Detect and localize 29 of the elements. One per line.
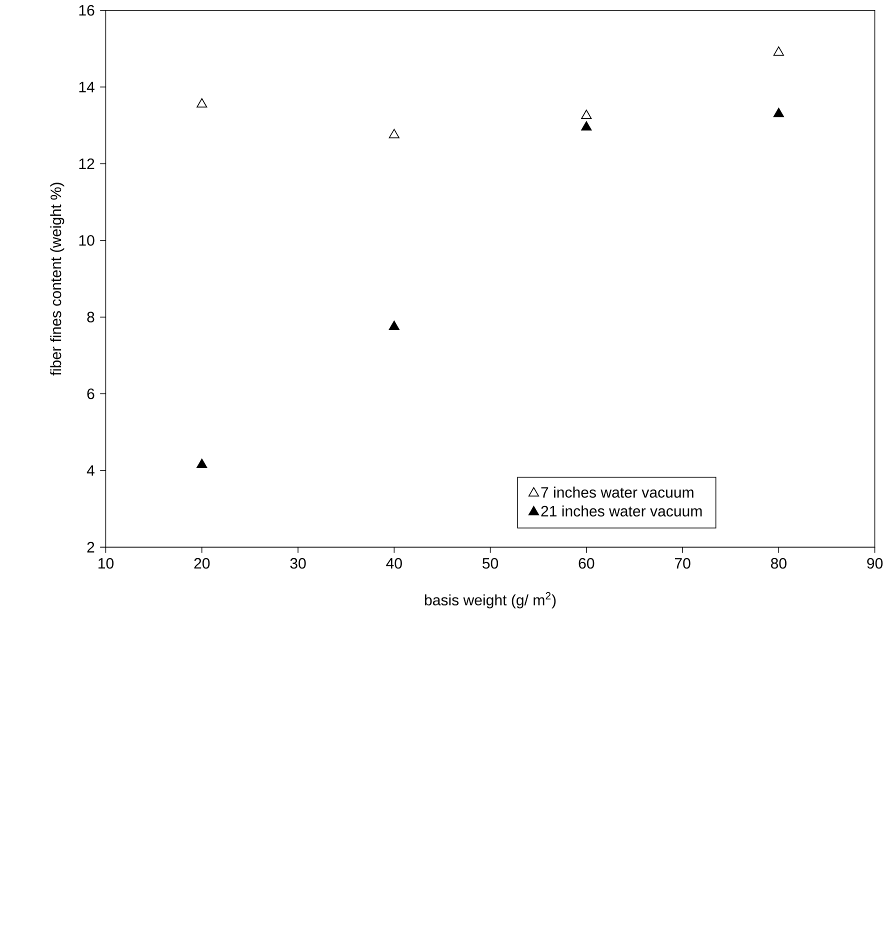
y-tick-label: 12 — [79, 158, 94, 169]
point — [388, 320, 400, 330]
y-tick-label: 8 — [86, 312, 94, 322]
y-tick-label: 16 — [79, 5, 94, 16]
x-tick-label: 30 — [290, 558, 306, 569]
point — [196, 458, 207, 468]
y-tick-label: 10 — [79, 235, 94, 246]
x-tick-label: 20 — [194, 558, 210, 569]
point — [580, 110, 592, 120]
x-axis-title: basis weight (g/ m$^{2}$) — [424, 592, 556, 608]
point — [388, 128, 400, 138]
x-tick-label: 90 — [866, 558, 882, 569]
point — [580, 121, 592, 131]
legend-label: 21 inches water vacuum — [541, 505, 702, 517]
y-axis-title: fiber fines content (weight %) — [50, 182, 64, 376]
y-tick-label: 6 — [87, 388, 94, 400]
x-tick-label: 60 — [578, 558, 594, 569]
point — [773, 108, 784, 118]
x-tick-label: 70 — [674, 558, 690, 569]
point — [196, 98, 207, 108]
y-tick-label: 4 — [86, 465, 94, 476]
y-tick-label: 14 — [79, 82, 94, 92]
y-tick-label: 2 — [87, 542, 94, 552]
x-tick-label: 40 — [386, 558, 402, 569]
point — [773, 46, 784, 56]
x-tick-label: 10 — [98, 558, 114, 569]
x-tick-label: 50 — [482, 558, 498, 569]
x-tick-label: 80 — [770, 558, 786, 569]
legend-label: 7 inches water vacuum — [541, 486, 694, 498]
